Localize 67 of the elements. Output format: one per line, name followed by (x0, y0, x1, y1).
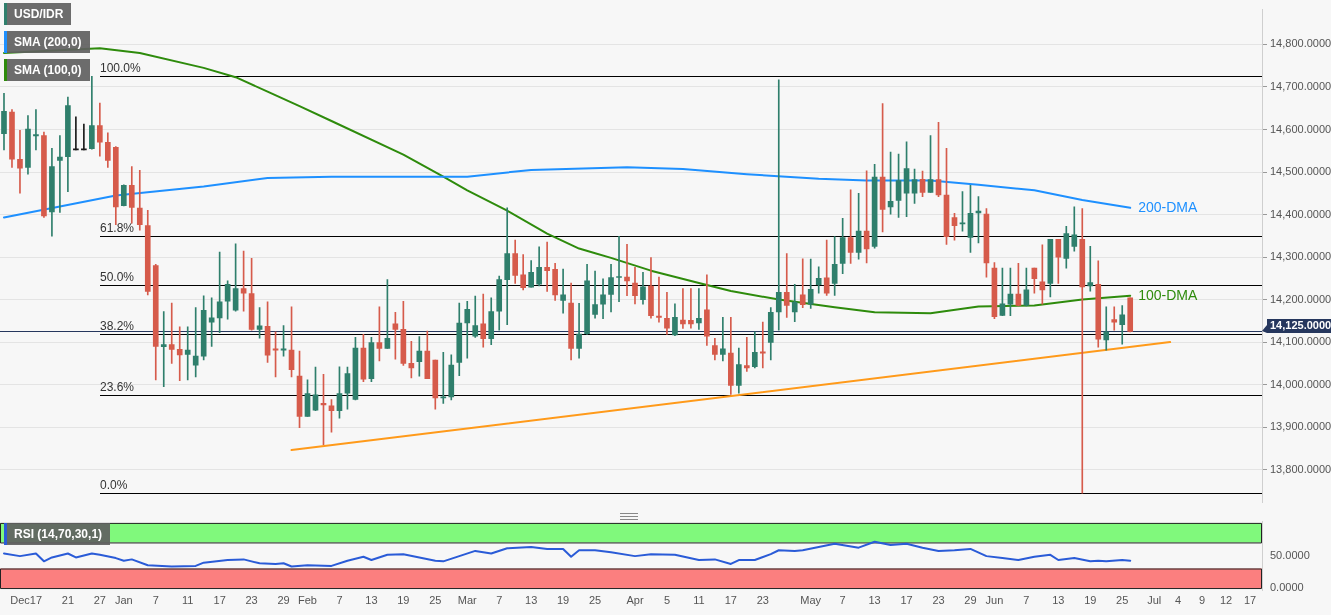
annotation: 100-DMA (1138, 286, 1198, 303)
x-tick-label: Dec (10, 593, 31, 606)
x-tick-label: 19 (556, 593, 570, 606)
x-tick-label: 25 (588, 593, 602, 606)
annotation: 200-DMA (1138, 198, 1198, 215)
x-tick-label: May (800, 593, 822, 606)
x-tick-label: 27 (93, 593, 106, 606)
x-tick-label: 13 (525, 593, 538, 606)
x-tick-label: 4 (1175, 593, 1182, 606)
ref-line-label: 61.8% (100, 220, 135, 235)
y-tick-label: 14,300.0000 (1270, 250, 1331, 263)
x-tick-label: 17 (1243, 593, 1257, 606)
x-tick-label: 21 (61, 593, 75, 606)
x-tick-label: 7 (1023, 593, 1030, 606)
x-tick-label: 7 (839, 593, 846, 606)
x-tick-label: 17 (900, 593, 913, 606)
y-tick-label: 50.0000 (1270, 548, 1310, 561)
x-tick-label: 29 (277, 593, 290, 606)
x-tick-label: 25 (429, 593, 442, 606)
x-tick-label: 29 (964, 593, 977, 606)
x-tick-label: 17 (724, 593, 737, 606)
x-tick-label: 13 (365, 593, 378, 606)
y-tick-label: 13,800.0000 (1270, 462, 1331, 475)
x-tick-label: Mar (457, 593, 478, 606)
ref-line-label: 0.0% (100, 477, 128, 492)
y-tick-label: 14,500.0000 (1270, 165, 1331, 178)
x-tick-label: 12 (1219, 593, 1233, 606)
x-tick-label: 5 (663, 593, 671, 606)
y-tick-label: 14,200.0000 (1270, 292, 1331, 305)
x-tick-label: Apr (626, 593, 644, 606)
x-tick-label: 13 (1052, 593, 1065, 606)
ref-line-label: 14,125.0000 (1270, 319, 1331, 332)
x-tick-label: Jun (985, 593, 1004, 606)
x-tick-label: 7 (336, 593, 343, 606)
x-tick-label: Feb (298, 593, 317, 606)
y-tick-label: 13,900.0000 (1270, 420, 1331, 433)
ref-line-label: 23.6% (100, 379, 135, 394)
y-tick-label: 14,400.0000 (1270, 207, 1331, 220)
y-tick-label: 14,100.0000 (1270, 335, 1331, 348)
y-tick-label: 14,700.0000 (1270, 80, 1331, 93)
x-tick-label: 11 (182, 593, 194, 606)
legend-label: SMA (100,0) (4, 59, 90, 81)
x-tick-label: 19 (397, 593, 410, 606)
x-tick-label: 7 (496, 593, 503, 606)
x-tick-label: 25 (1116, 593, 1129, 606)
ref-line-label: 38.2% (100, 318, 135, 333)
legend-label: USD/IDR (4, 3, 72, 25)
y-tick-label: 0.0000 (1270, 581, 1304, 594)
x-tick-label: 23 (756, 593, 769, 606)
x-tick-label: 9 (1199, 593, 1206, 606)
x-tick-label: 17 (29, 593, 43, 606)
x-tick-label: 19 (1084, 593, 1097, 606)
ref-line-label: 50.0% (100, 269, 135, 284)
x-tick-label: 23 (932, 593, 945, 606)
legend-label: SMA (200,0) (4, 31, 90, 53)
y-tick-label: 14,000.0000 (1270, 377, 1331, 390)
x-tick-label: 11 (693, 593, 705, 606)
x-tick-label: 13 (868, 593, 881, 606)
legend-label: RSI (14,70,30,1) (4, 523, 111, 545)
x-tick-label: 7 (152, 593, 159, 606)
x-tick-label: Jul (1147, 593, 1162, 606)
ref-line-label: 100.0% (100, 60, 142, 75)
x-tick-label: Jan (114, 593, 133, 606)
x-tick-label: 23 (245, 593, 258, 606)
y-tick-label: 14,800.0000 (1270, 37, 1331, 50)
x-tick-label: 17 (213, 593, 226, 606)
y-tick-label: 14,600.0000 (1270, 122, 1331, 135)
